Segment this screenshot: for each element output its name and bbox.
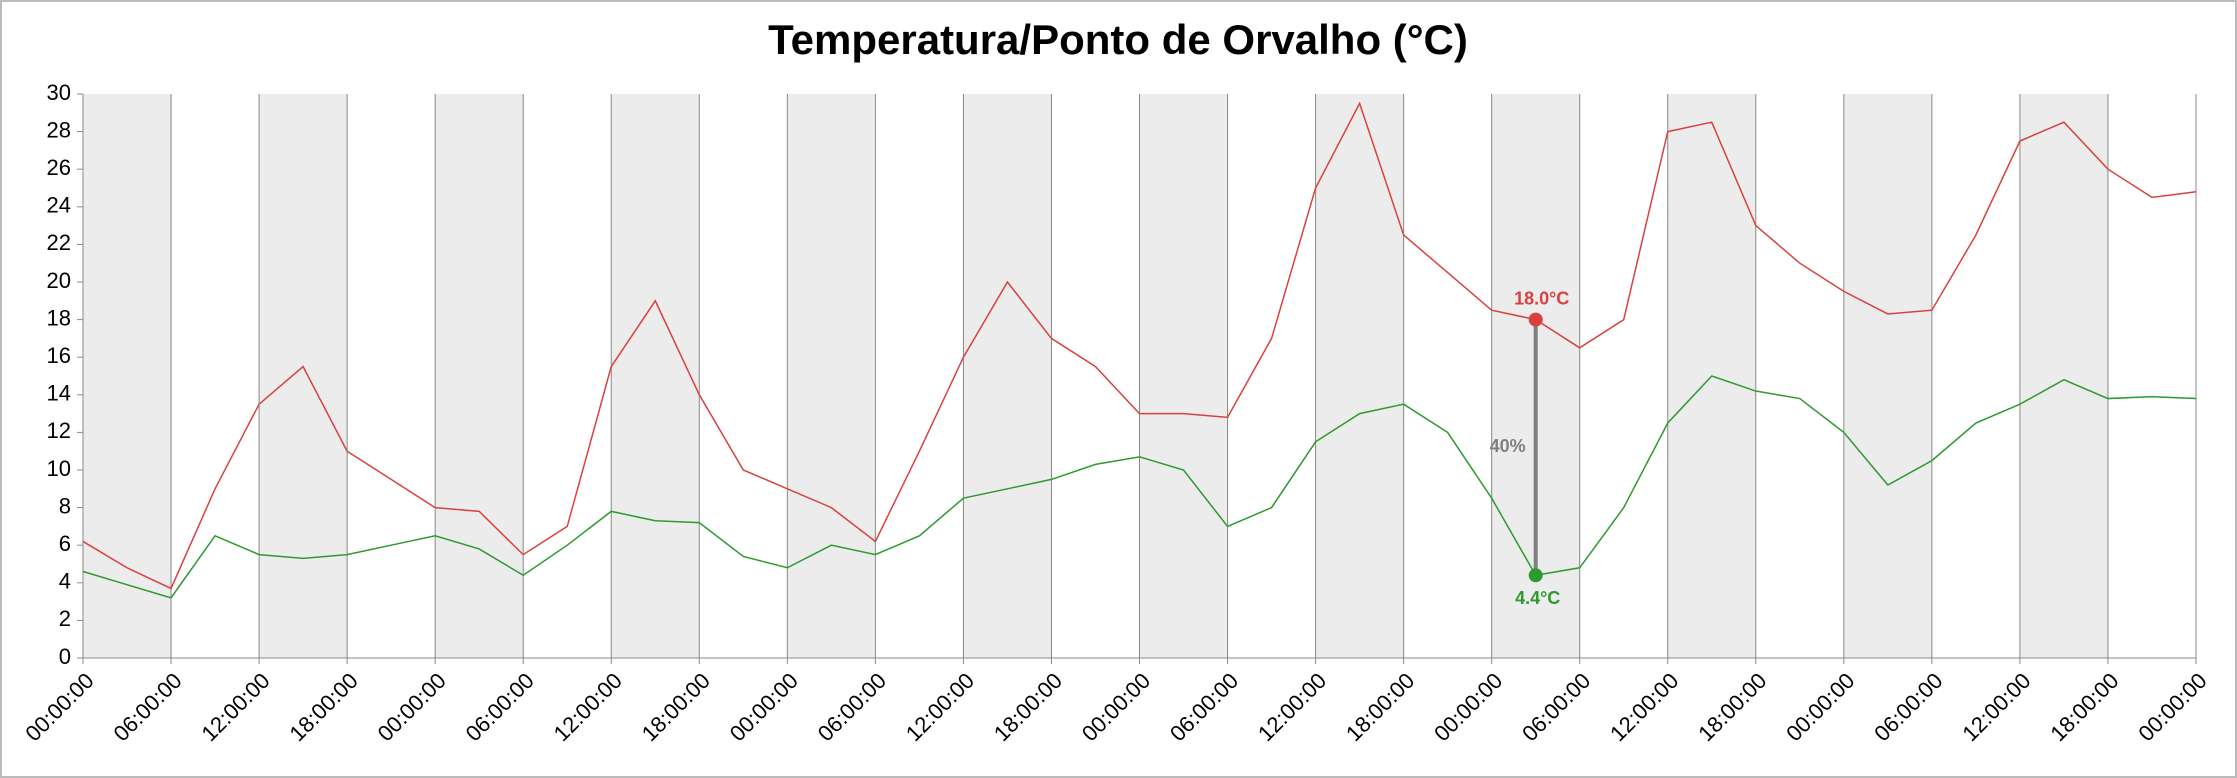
- y-tick-label: 10: [47, 456, 71, 481]
- y-tick-label: 12: [47, 418, 71, 443]
- shaded-band: [787, 94, 876, 658]
- annotation-label: 40%: [1490, 436, 1526, 456]
- y-tick-label: 6: [59, 531, 71, 556]
- y-tick-label: 18: [47, 305, 71, 330]
- y-tick-label: 28: [47, 117, 71, 142]
- series-line: [82, 101, 2197, 590]
- shaded-band: [1139, 94, 1228, 658]
- shaded-band: [1843, 94, 1932, 658]
- shaded-band: [611, 94, 700, 658]
- shaded-band: [963, 94, 1052, 658]
- y-tick-label: 0: [59, 644, 71, 669]
- chart-title: Temperatura/Ponto de Orvalho (°C): [768, 16, 1468, 63]
- y-tick-label: 14: [47, 381, 71, 406]
- y-tick-label: 24: [47, 193, 71, 218]
- shaded-band: [83, 94, 172, 658]
- series-line: [82, 375, 2197, 599]
- shaded-band: [259, 94, 348, 658]
- y-tick-label: 20: [47, 268, 71, 293]
- y-tick-label: 16: [47, 343, 71, 368]
- annotation-label: 4.4°C: [1515, 588, 1560, 608]
- shaded-band: [2019, 94, 2108, 658]
- y-tick-label: 4: [59, 569, 71, 594]
- y-tick-label: 30: [47, 80, 71, 105]
- y-tick-label: 26: [47, 155, 71, 180]
- y-tick-label: 8: [59, 493, 71, 518]
- annotation-point: [1528, 312, 1543, 327]
- annotation-label: 18.0°C: [1514, 288, 1569, 308]
- y-tick-label: 22: [47, 230, 71, 255]
- annotation-point: [1528, 568, 1543, 583]
- shaded-band: [1315, 94, 1404, 658]
- y-tick-label: 2: [59, 606, 71, 631]
- shaded-band: [435, 94, 524, 658]
